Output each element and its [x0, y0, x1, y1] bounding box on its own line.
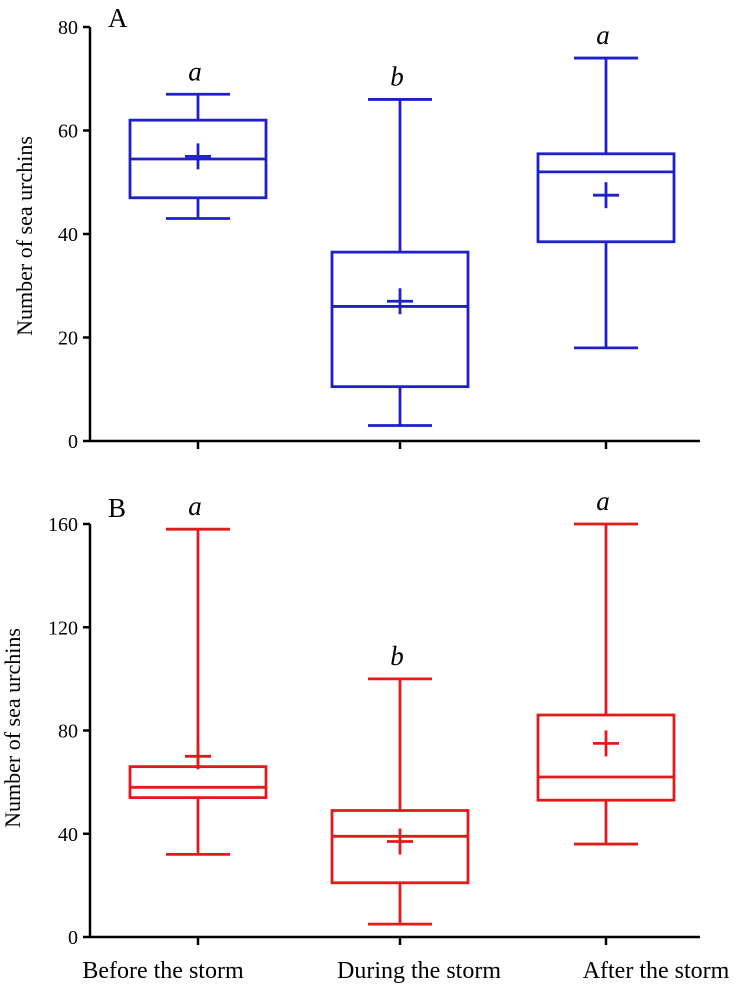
y-tick-label: 80: [58, 17, 78, 39]
box-plot-3: a: [536, 486, 676, 846]
category-label-after: After the storm: [583, 958, 730, 984]
iqr-box: [536, 152, 676, 244]
iqr-box: [330, 809, 470, 885]
box-plot-1: a: [128, 56, 268, 220]
significance-letter: a: [188, 491, 202, 521]
y-tick-label: 60: [58, 121, 78, 143]
y-tick-label: 120: [48, 617, 78, 639]
panel-a-letter: A: [108, 3, 128, 33]
y-tick-label: 0: [68, 927, 78, 949]
mean-marker: [387, 288, 413, 315]
panel-a-y-axis-label: Number of sea urchins: [12, 136, 37, 336]
iqr-box: [128, 765, 268, 800]
y-tick-label: 40: [58, 224, 78, 246]
panel-b-letter: B: [108, 493, 126, 523]
box-plot-2: b: [330, 641, 470, 926]
iqr-box: [330, 250, 470, 389]
category-label-during: During the storm: [337, 958, 501, 984]
category-labels: Before the storm During the storm After …: [82, 958, 729, 984]
iqr-box: [536, 713, 676, 802]
significance-letter: b: [390, 641, 404, 671]
y-tick-label: 20: [58, 328, 78, 350]
category-label-before: Before the storm: [82, 958, 244, 984]
panel-b-marks: 0 40 80 120 160 a b a: [48, 486, 700, 949]
y-tick-label: 160: [48, 514, 78, 536]
box-plot-1: a: [128, 491, 268, 856]
panel-a-marks: 0 20 40 60 80 a b a: [58, 17, 700, 453]
panel-a: A Number of sea urchins 0 20 40 60 80 a b a: [12, 3, 700, 453]
significance-letter: a: [596, 486, 610, 516]
y-tick-label: 0: [68, 431, 78, 453]
box-plot-3: a: [536, 20, 676, 350]
significance-letter: a: [596, 20, 610, 50]
mean-marker: [387, 828, 413, 855]
significance-letter: a: [188, 56, 202, 86]
box-plot-2: b: [330, 61, 470, 427]
y-tick-label: 40: [58, 824, 78, 846]
mean-marker: [185, 143, 211, 170]
significance-letter: b: [390, 61, 404, 91]
mean-marker: [185, 743, 211, 770]
mean-marker: [593, 730, 619, 757]
mean-marker: [593, 182, 619, 209]
panel-b: B Number of sea urchins 0 40 80 120 160 a b a: [0, 486, 700, 949]
y-tick-label: 80: [58, 721, 78, 743]
panel-b-y-axis-label: Number of sea urchins: [0, 628, 25, 828]
